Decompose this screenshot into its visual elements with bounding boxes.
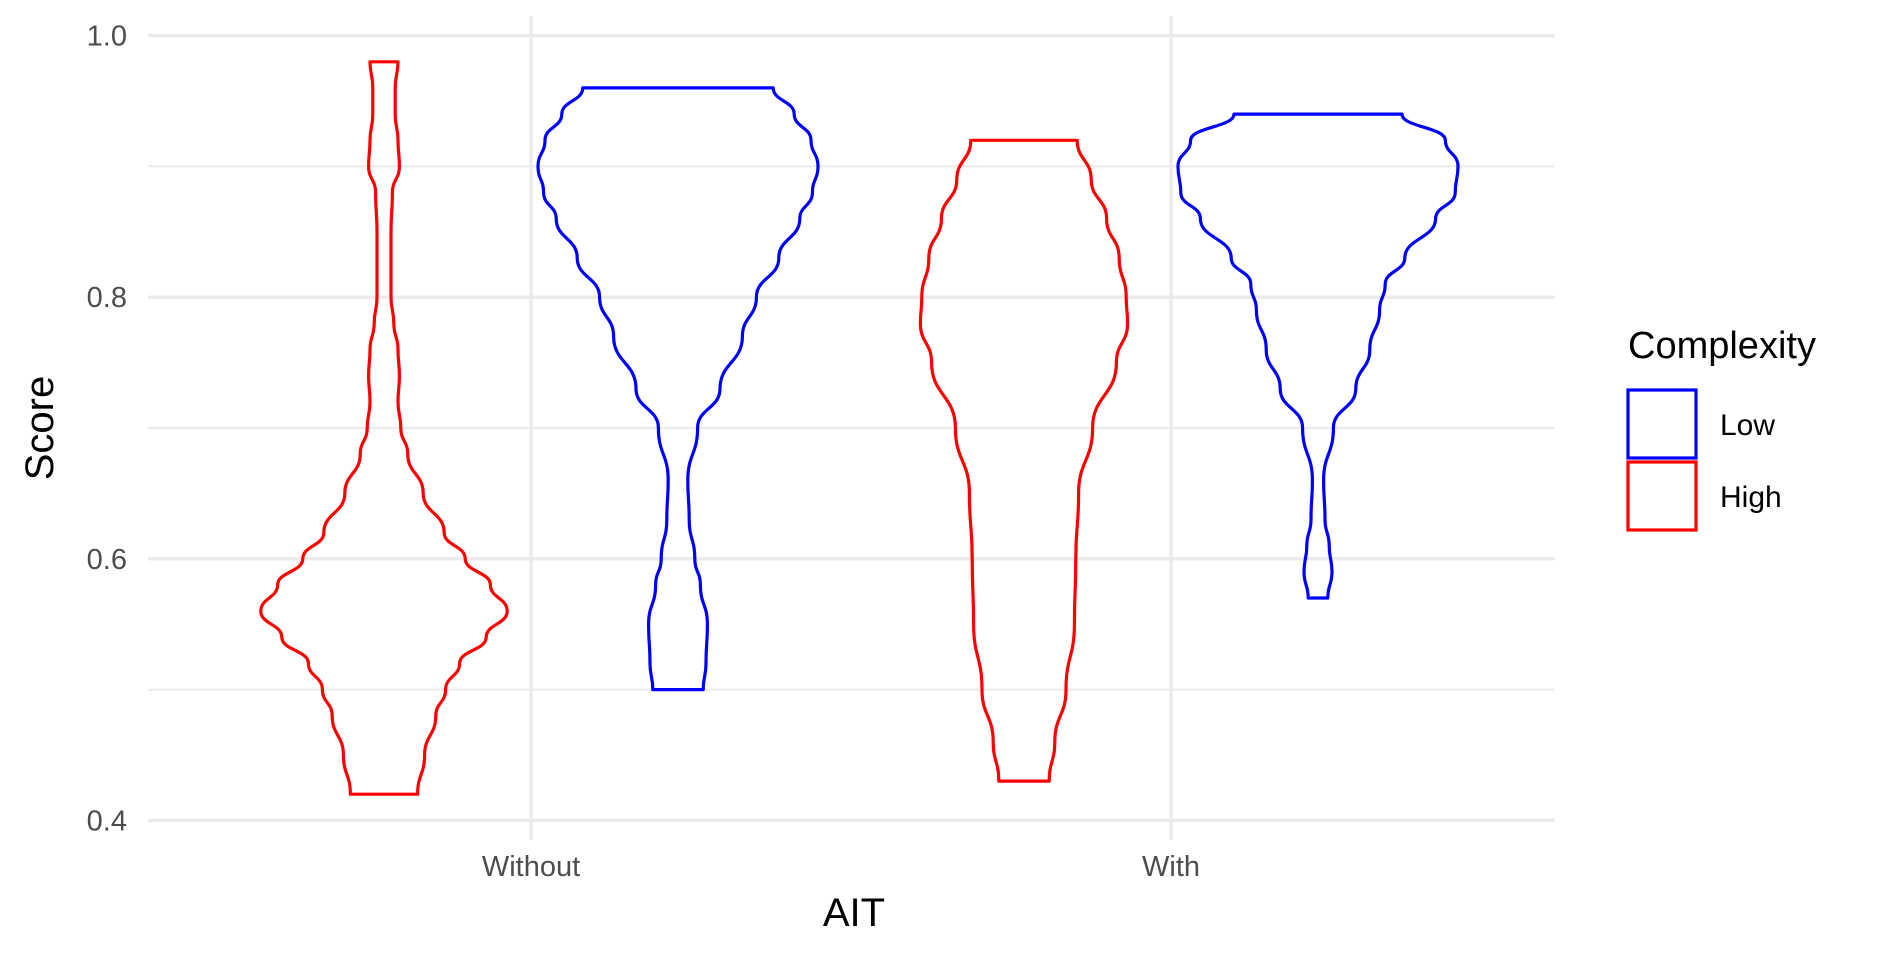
x-axis-ticks: Without With (482, 851, 1200, 883)
violin-low-with (1178, 114, 1458, 598)
y-tick-label: 0.8 (87, 282, 127, 314)
x-tick-label: With (1142, 851, 1200, 883)
legend-label-low: Low (1720, 409, 1775, 442)
x-tick-label: Without (482, 851, 580, 883)
legend-label-high: High (1720, 481, 1782, 514)
legend-title: Complexity (1628, 325, 1816, 367)
violin-high-with (920, 140, 1127, 781)
y-tick-label: 1.0 (87, 21, 127, 53)
x-axis-title: AIT (823, 891, 885, 935)
legend-entries: Low High (1628, 390, 1782, 530)
y-tick-label: 0.6 (87, 544, 127, 576)
grid-lines (148, 16, 1555, 840)
y-axis-ticks: 0.4 0.6 0.8 1.0 (87, 21, 127, 838)
legend-key-low (1628, 390, 1696, 458)
y-tick-label: 0.4 (87, 805, 127, 837)
violin-low-without (538, 88, 818, 690)
legend: Complexity Low High (1628, 325, 1816, 530)
y-axis-title: Score (18, 376, 62, 481)
legend-key-high (1628, 462, 1696, 530)
